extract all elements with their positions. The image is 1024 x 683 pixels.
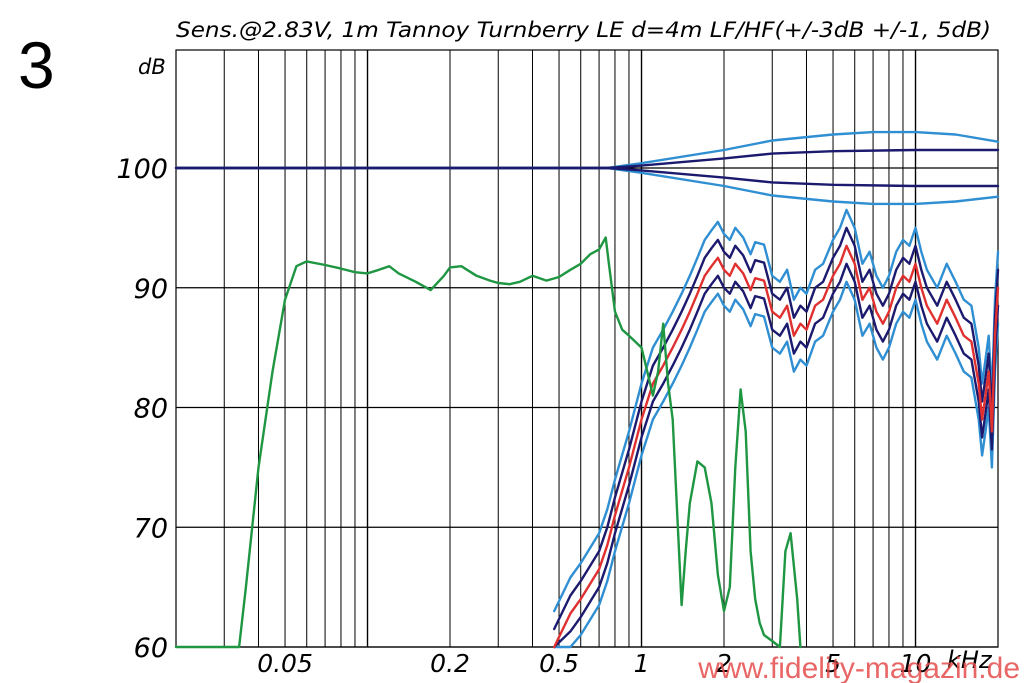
y-tick-label: 80 bbox=[134, 394, 168, 425]
series-line-ref-minus-1-5dB bbox=[174, 166, 1000, 188]
x-tick-label: 2 bbox=[716, 649, 732, 678]
x-tick-label: 0.5 bbox=[539, 649, 579, 678]
grid bbox=[175, 49, 999, 648]
y-tick-label: 60 bbox=[134, 633, 168, 664]
x-tick-label: 0.05 bbox=[257, 649, 313, 678]
y-tick-label: 70 bbox=[134, 513, 168, 544]
x-tick-label: 1 bbox=[634, 649, 650, 678]
series-group bbox=[174, 130, 1000, 649]
y-tick-label: 90 bbox=[134, 274, 168, 305]
series-line-hf-plus-1-5dB bbox=[553, 226, 1000, 631]
x-axis-label: kHz bbox=[947, 646, 993, 674]
series-line-ref-plus-1-5dB bbox=[174, 148, 1000, 170]
x-tick-label: 10 bbox=[900, 649, 932, 678]
watermark: www.fidelity-magazin.de bbox=[697, 652, 1020, 683]
figure-number: 3 bbox=[18, 28, 55, 102]
y-tick-label: 100 bbox=[116, 154, 168, 185]
tick-labels: 60 70 80 90 100 0.05 0.2 0.5 1 2 5 10 bbox=[116, 154, 931, 678]
plot-frame bbox=[175, 49, 999, 648]
series-line-lf bbox=[174, 236, 802, 649]
series-line-hf-center bbox=[553, 244, 1000, 649]
series-line-hf-minus-1-5dB bbox=[553, 262, 1000, 649]
series-line-hf-minus-3dB bbox=[553, 280, 1000, 649]
x-tick-label: 5 bbox=[825, 649, 841, 678]
x-tick-label: 0.2 bbox=[430, 649, 470, 678]
series-line-hf-plus-3dB bbox=[553, 208, 1000, 613]
chart-title: Sens.@2.83V, 1m Tannoy Turnberry LE d=4m… bbox=[176, 18, 991, 42]
y-axis-label: dB bbox=[138, 55, 166, 79]
